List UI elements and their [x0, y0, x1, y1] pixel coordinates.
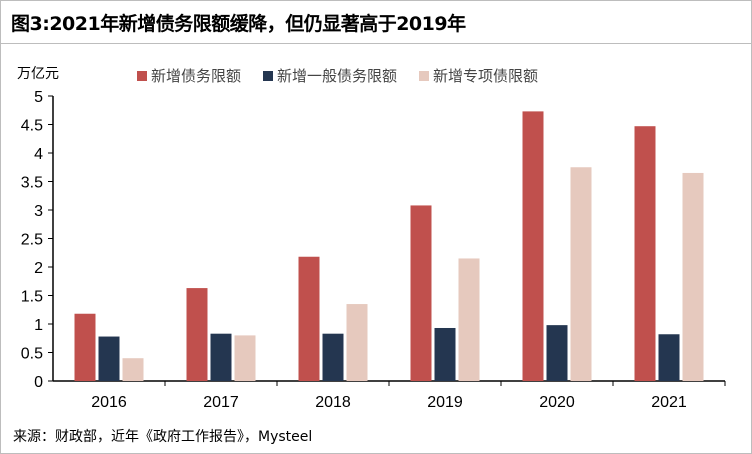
bar-2021-series-2: [658, 334, 680, 381]
bar-2018-series-1: [298, 256, 320, 381]
bar-2017-series-1: [186, 288, 208, 381]
legend-swatch: [137, 70, 147, 81]
x-tick-label: 2017: [203, 394, 239, 411]
legend-item: 新增专项债限额: [419, 65, 538, 86]
bar-2019-series-1: [410, 205, 432, 381]
bar-2020-series-1: [522, 111, 544, 381]
bar-2016-series-1: [74, 313, 96, 381]
legend-swatch: [263, 70, 274, 81]
bar-2019-series-3: [458, 258, 480, 381]
y-tick-label: 3.5: [21, 175, 43, 192]
x-tick-label: 2020: [539, 394, 575, 411]
y-tick-label: 5: [34, 89, 43, 106]
x-tick-label: 2018: [315, 394, 351, 411]
bar-2020-series-3: [570, 167, 592, 381]
legend-label: 新增专项债限额: [433, 67, 539, 85]
y-tick-label: 2: [34, 260, 43, 277]
legend-swatch: [419, 70, 430, 81]
legend-item: 新增债务限额: [137, 65, 241, 86]
bar-2019-series-2: [434, 327, 456, 381]
y-tick-label: 2.5: [21, 232, 43, 249]
bar-2017-series-3: [234, 335, 256, 381]
y-tick-label: 1.5: [21, 289, 43, 306]
bar-2016-series-3: [122, 358, 144, 381]
y-tick-label: 1: [34, 317, 43, 334]
x-tick-label: 2016: [91, 394, 127, 411]
bar-2016-series-2: [98, 336, 120, 381]
title-divider: [1, 43, 751, 44]
legend-label: 新增债务限额: [151, 67, 242, 85]
bar-2018-series-2: [322, 333, 344, 381]
y-axis-unit: 万亿元: [17, 66, 59, 82]
y-tick-label: 0.5: [21, 346, 43, 363]
bar-2021-series-1: [634, 126, 656, 382]
y-tick-label: 4.5: [21, 118, 43, 135]
x-tick-label: 2021: [651, 394, 687, 411]
y-tick-label: 4: [34, 146, 43, 163]
y-tick-label: 3: [34, 203, 43, 220]
x-tick-label: 2019: [427, 394, 463, 411]
bar-2020-series-2: [546, 325, 568, 381]
bar-2021-series-3: [682, 172, 704, 381]
legend-label: 新增一般债务限额: [277, 67, 398, 85]
bar-2018-series-3: [346, 304, 368, 381]
y-tick-label: 0: [34, 374, 43, 391]
source-note: 来源：财政部，近年《政府工作报告》，Mysteel: [13, 429, 313, 445]
legend-item: 新增一般债务限额: [263, 65, 397, 86]
legend: 新增债务限额 新增一般债务限额 新增专项债限额: [137, 65, 538, 86]
bar-2017-series-2: [210, 333, 232, 381]
chart-title: 图3:2021年新增债务限额缓降，但仍显著高于2019年: [11, 13, 466, 35]
